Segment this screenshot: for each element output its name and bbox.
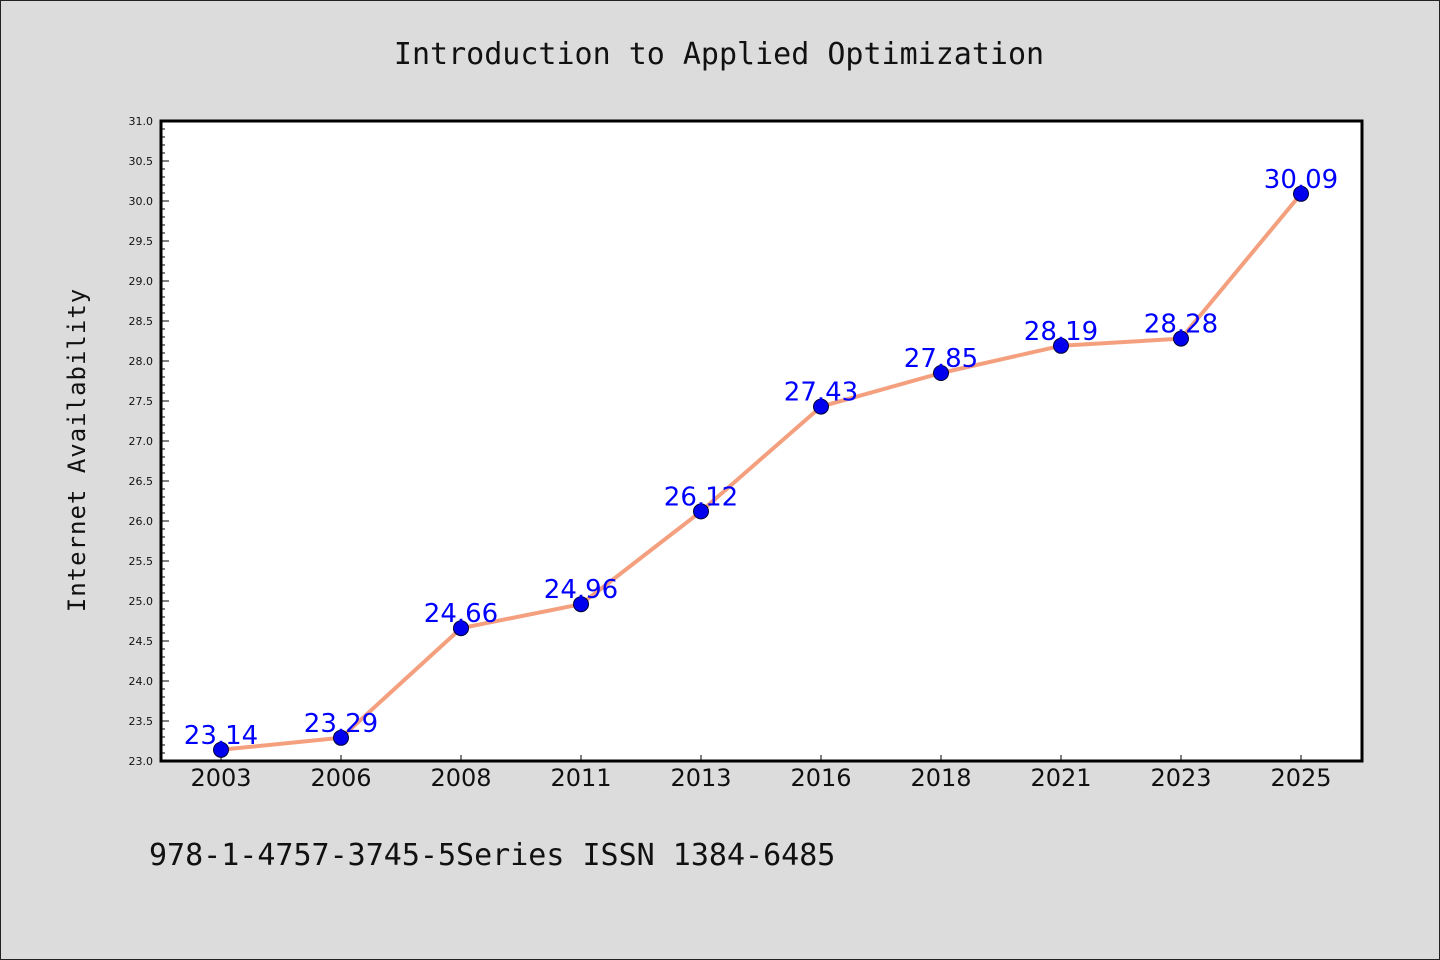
y-tick-label: 31.0 <box>129 115 154 128</box>
y-tick-label: 27.5 <box>129 395 154 408</box>
chart-title: Introduction to Applied Optimization <box>394 37 1044 72</box>
y-tick-label: 24.0 <box>129 675 154 688</box>
data-point <box>813 398 829 415</box>
data-label: 23.29 <box>304 709 378 739</box>
data-point <box>693 503 709 520</box>
y-axis-label: Internet Availability <box>63 288 91 612</box>
y-tick-label: 30.0 <box>129 195 154 208</box>
data-label: 24.96 <box>544 575 618 605</box>
y-tick-label: 28.5 <box>129 315 154 328</box>
y-tick-label: 25.0 <box>129 595 154 608</box>
data-label: 28.28 <box>1144 310 1218 340</box>
series-line <box>219 191 1303 752</box>
data-label: 27.43 <box>784 378 858 408</box>
data-point <box>573 596 589 613</box>
y-tick-label: 30.5 <box>129 155 154 168</box>
data-point <box>333 729 349 746</box>
y-tick-label: 23.5 <box>129 715 154 728</box>
data-point <box>1293 185 1309 202</box>
data-label: 27.85 <box>904 344 978 374</box>
data-point <box>213 741 229 758</box>
y-axis: 23.0 23.5 24.0 24.5 25.0 25.5 26.0 26.5 27.0 27.5… <box>129 115 169 768</box>
x-tick-label: 2006 <box>310 764 371 792</box>
data-point <box>933 365 949 381</box>
y-tick-label: 26.0 <box>129 515 154 528</box>
series-line-group: 23.14 23.29 24.66 24.96 26.12 27.43 27.85 28.19… <box>184 165 1338 758</box>
x-axis: 2003 2006 2008 2011 2013 2016 2018 2021 2023 2025 <box>190 755 1332 792</box>
y-tick-label: 25.5 <box>129 555 154 568</box>
x-tick-label: 2011 <box>550 764 611 792</box>
footer-text: 978-1-4757-3745-5Series ISSN 1384-6485 <box>149 838 835 873</box>
x-tick-label: 2025 <box>1270 764 1331 792</box>
data-point <box>1173 330 1189 347</box>
plot-area <box>161 121 1362 761</box>
data-label: 26.12 <box>664 482 738 512</box>
data-label: 23.14 <box>184 721 258 751</box>
data-label: 30.09 <box>1264 165 1338 195</box>
x-tick-label: 2021 <box>1030 764 1091 792</box>
y-tick-label: 24.5 <box>129 635 154 648</box>
x-tick-label: 2013 <box>670 764 731 792</box>
x-tick-label: 2023 <box>1150 764 1211 792</box>
y-tick-label: 26.5 <box>129 475 154 488</box>
plot-frame <box>159 119 1364 763</box>
y-tick-label: 27.0 <box>129 435 154 448</box>
x-tick-label: 2003 <box>190 764 251 792</box>
y-tick-label: 23.0 <box>129 755 154 768</box>
data-point <box>1053 337 1069 354</box>
data-point <box>453 620 469 637</box>
y-tick-label: 29.0 <box>129 275 154 288</box>
y-tick-label: 29.5 <box>129 235 154 248</box>
data-label: 28.19 <box>1024 317 1098 347</box>
data-label: 24.66 <box>424 599 498 629</box>
x-tick-label: 2008 <box>430 764 491 792</box>
y-tick-label: 28.0 <box>129 355 154 368</box>
x-tick-label: 2018 <box>910 764 971 792</box>
x-tick-label: 2016 <box>790 764 851 792</box>
